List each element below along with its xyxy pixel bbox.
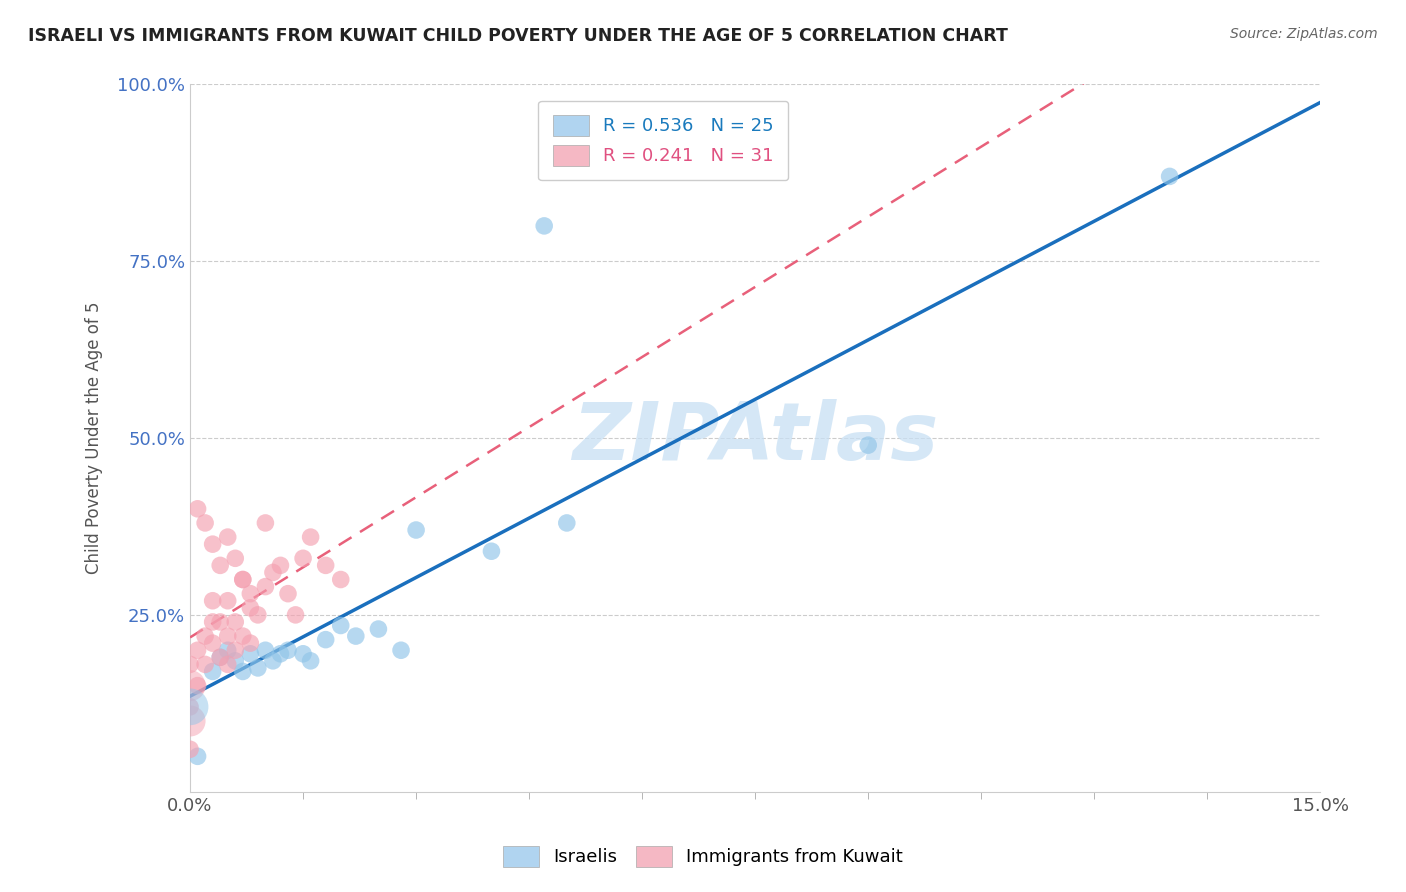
Point	[224, 551, 246, 566]
Text: ISRAELI VS IMMIGRANTS FROM KUWAIT CHILD POVERTY UNDER THE AGE OF 5 CORRELATION C: ISRAELI VS IMMIGRANTS FROM KUWAIT CHILD …	[28, 27, 1008, 45]
Point	[284, 607, 307, 622]
Point	[239, 647, 262, 661]
Point	[179, 699, 201, 714]
Point	[239, 636, 262, 650]
Point	[315, 558, 337, 573]
Point	[254, 580, 277, 594]
Point	[232, 629, 254, 643]
Point	[201, 537, 224, 551]
Point	[187, 501, 209, 516]
Point	[292, 551, 315, 566]
Point	[481, 544, 503, 558]
Point	[217, 530, 239, 544]
Point	[209, 650, 232, 665]
Point	[217, 629, 239, 643]
Point	[224, 654, 246, 668]
Point	[277, 643, 299, 657]
Point	[209, 615, 232, 629]
Point	[246, 607, 269, 622]
Point	[232, 665, 254, 679]
Point	[232, 573, 254, 587]
Point	[269, 647, 291, 661]
Point	[239, 587, 262, 601]
Legend: Israelis, Immigrants from Kuwait: Israelis, Immigrants from Kuwait	[496, 838, 910, 874]
Point	[194, 657, 217, 672]
Point	[194, 629, 217, 643]
Point	[299, 530, 322, 544]
Point	[209, 558, 232, 573]
Point	[201, 615, 224, 629]
Point	[201, 636, 224, 650]
Point	[209, 650, 232, 665]
Point	[217, 643, 239, 657]
Point	[201, 665, 224, 679]
Y-axis label: Child Poverty Under the Age of 5: Child Poverty Under the Age of 5	[86, 301, 103, 574]
Text: ZIPAtlas: ZIPAtlas	[572, 399, 938, 477]
Point	[254, 643, 277, 657]
Point	[555, 516, 578, 530]
Point	[232, 573, 254, 587]
Point	[405, 523, 427, 537]
Point	[187, 643, 209, 657]
Point	[187, 749, 209, 764]
Point	[217, 593, 239, 607]
Legend: R = 0.536   N = 25, R = 0.241   N = 31: R = 0.536 N = 25, R = 0.241 N = 31	[538, 101, 789, 180]
Point	[179, 742, 201, 756]
Text: Source: ZipAtlas.com: Source: ZipAtlas.com	[1230, 27, 1378, 41]
Point	[344, 629, 367, 643]
Point	[194, 516, 217, 530]
Point	[329, 618, 352, 632]
Point	[179, 657, 201, 672]
Point	[262, 566, 284, 580]
Point	[858, 438, 880, 452]
Point	[315, 632, 337, 647]
Point	[217, 657, 239, 672]
Point	[299, 654, 322, 668]
Point	[262, 654, 284, 668]
Point	[367, 622, 389, 636]
Point	[239, 600, 262, 615]
Point	[179, 679, 201, 693]
Point	[246, 661, 269, 675]
Point	[1159, 169, 1181, 184]
Point	[224, 615, 246, 629]
Point	[179, 714, 201, 728]
Point	[201, 593, 224, 607]
Point	[254, 516, 277, 530]
Point	[292, 647, 315, 661]
Point	[533, 219, 555, 233]
Point	[224, 643, 246, 657]
Point	[329, 573, 352, 587]
Point	[389, 643, 412, 657]
Point	[269, 558, 291, 573]
Point	[187, 679, 209, 693]
Point	[277, 587, 299, 601]
Point	[179, 699, 201, 714]
